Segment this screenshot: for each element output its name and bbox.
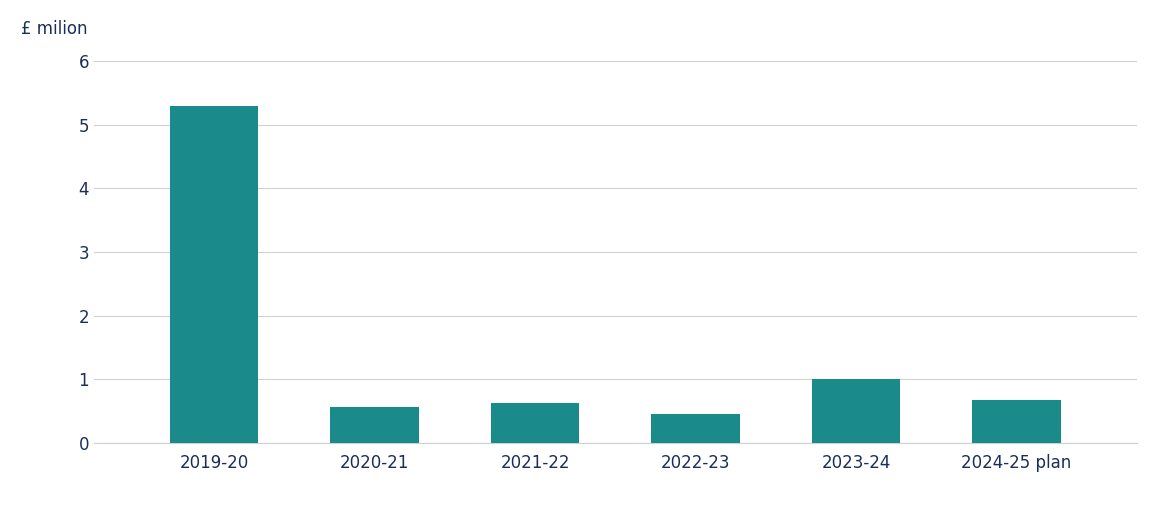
Bar	[331, 407, 418, 443]
Bar	[491, 403, 579, 443]
Bar	[812, 379, 900, 443]
Bar	[652, 414, 740, 443]
Bar	[973, 400, 1061, 443]
Text: £ milion: £ milion	[21, 20, 87, 38]
Bar	[170, 106, 258, 443]
